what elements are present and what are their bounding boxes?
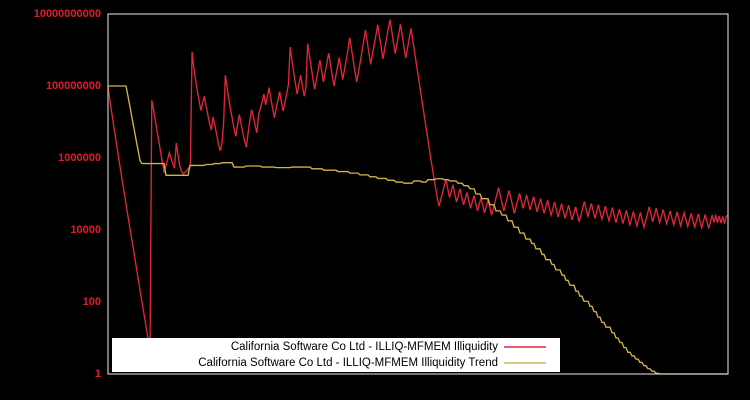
series-line-illiquidity <box>107 19 729 347</box>
y-axis-tick-label: 100000000 <box>46 80 101 92</box>
legend-entry-illiquidity-trend-label: California Software Co Ltd - ILLIQ-MFMEM… <box>198 357 498 369</box>
legend-background <box>112 338 560 372</box>
y-axis-tick-label: 1000000 <box>58 152 101 164</box>
series-line-illiquidity-trend <box>108 85 728 375</box>
y-axis-tick-label: 10000000000 <box>34 8 101 20</box>
plot-background <box>108 14 728 374</box>
y-axis-tick-labels: 1 100 10000 1000000 100000000 10000000000 <box>34 8 101 380</box>
series-group <box>107 19 729 375</box>
chart-legend[interactable]: California Software Co Ltd - ILLIQ-MFMEM… <box>112 338 560 372</box>
y-axis-tick-label: 1 <box>95 368 101 380</box>
y-axis-tick-label: 100 <box>83 296 101 308</box>
y-axis-tick-label: 10000 <box>70 224 101 236</box>
legend-entry-illiquidity-label: California Software Co Ltd - ILLIQ-MFMEM… <box>231 341 498 353</box>
plot-frame <box>107 13 729 375</box>
